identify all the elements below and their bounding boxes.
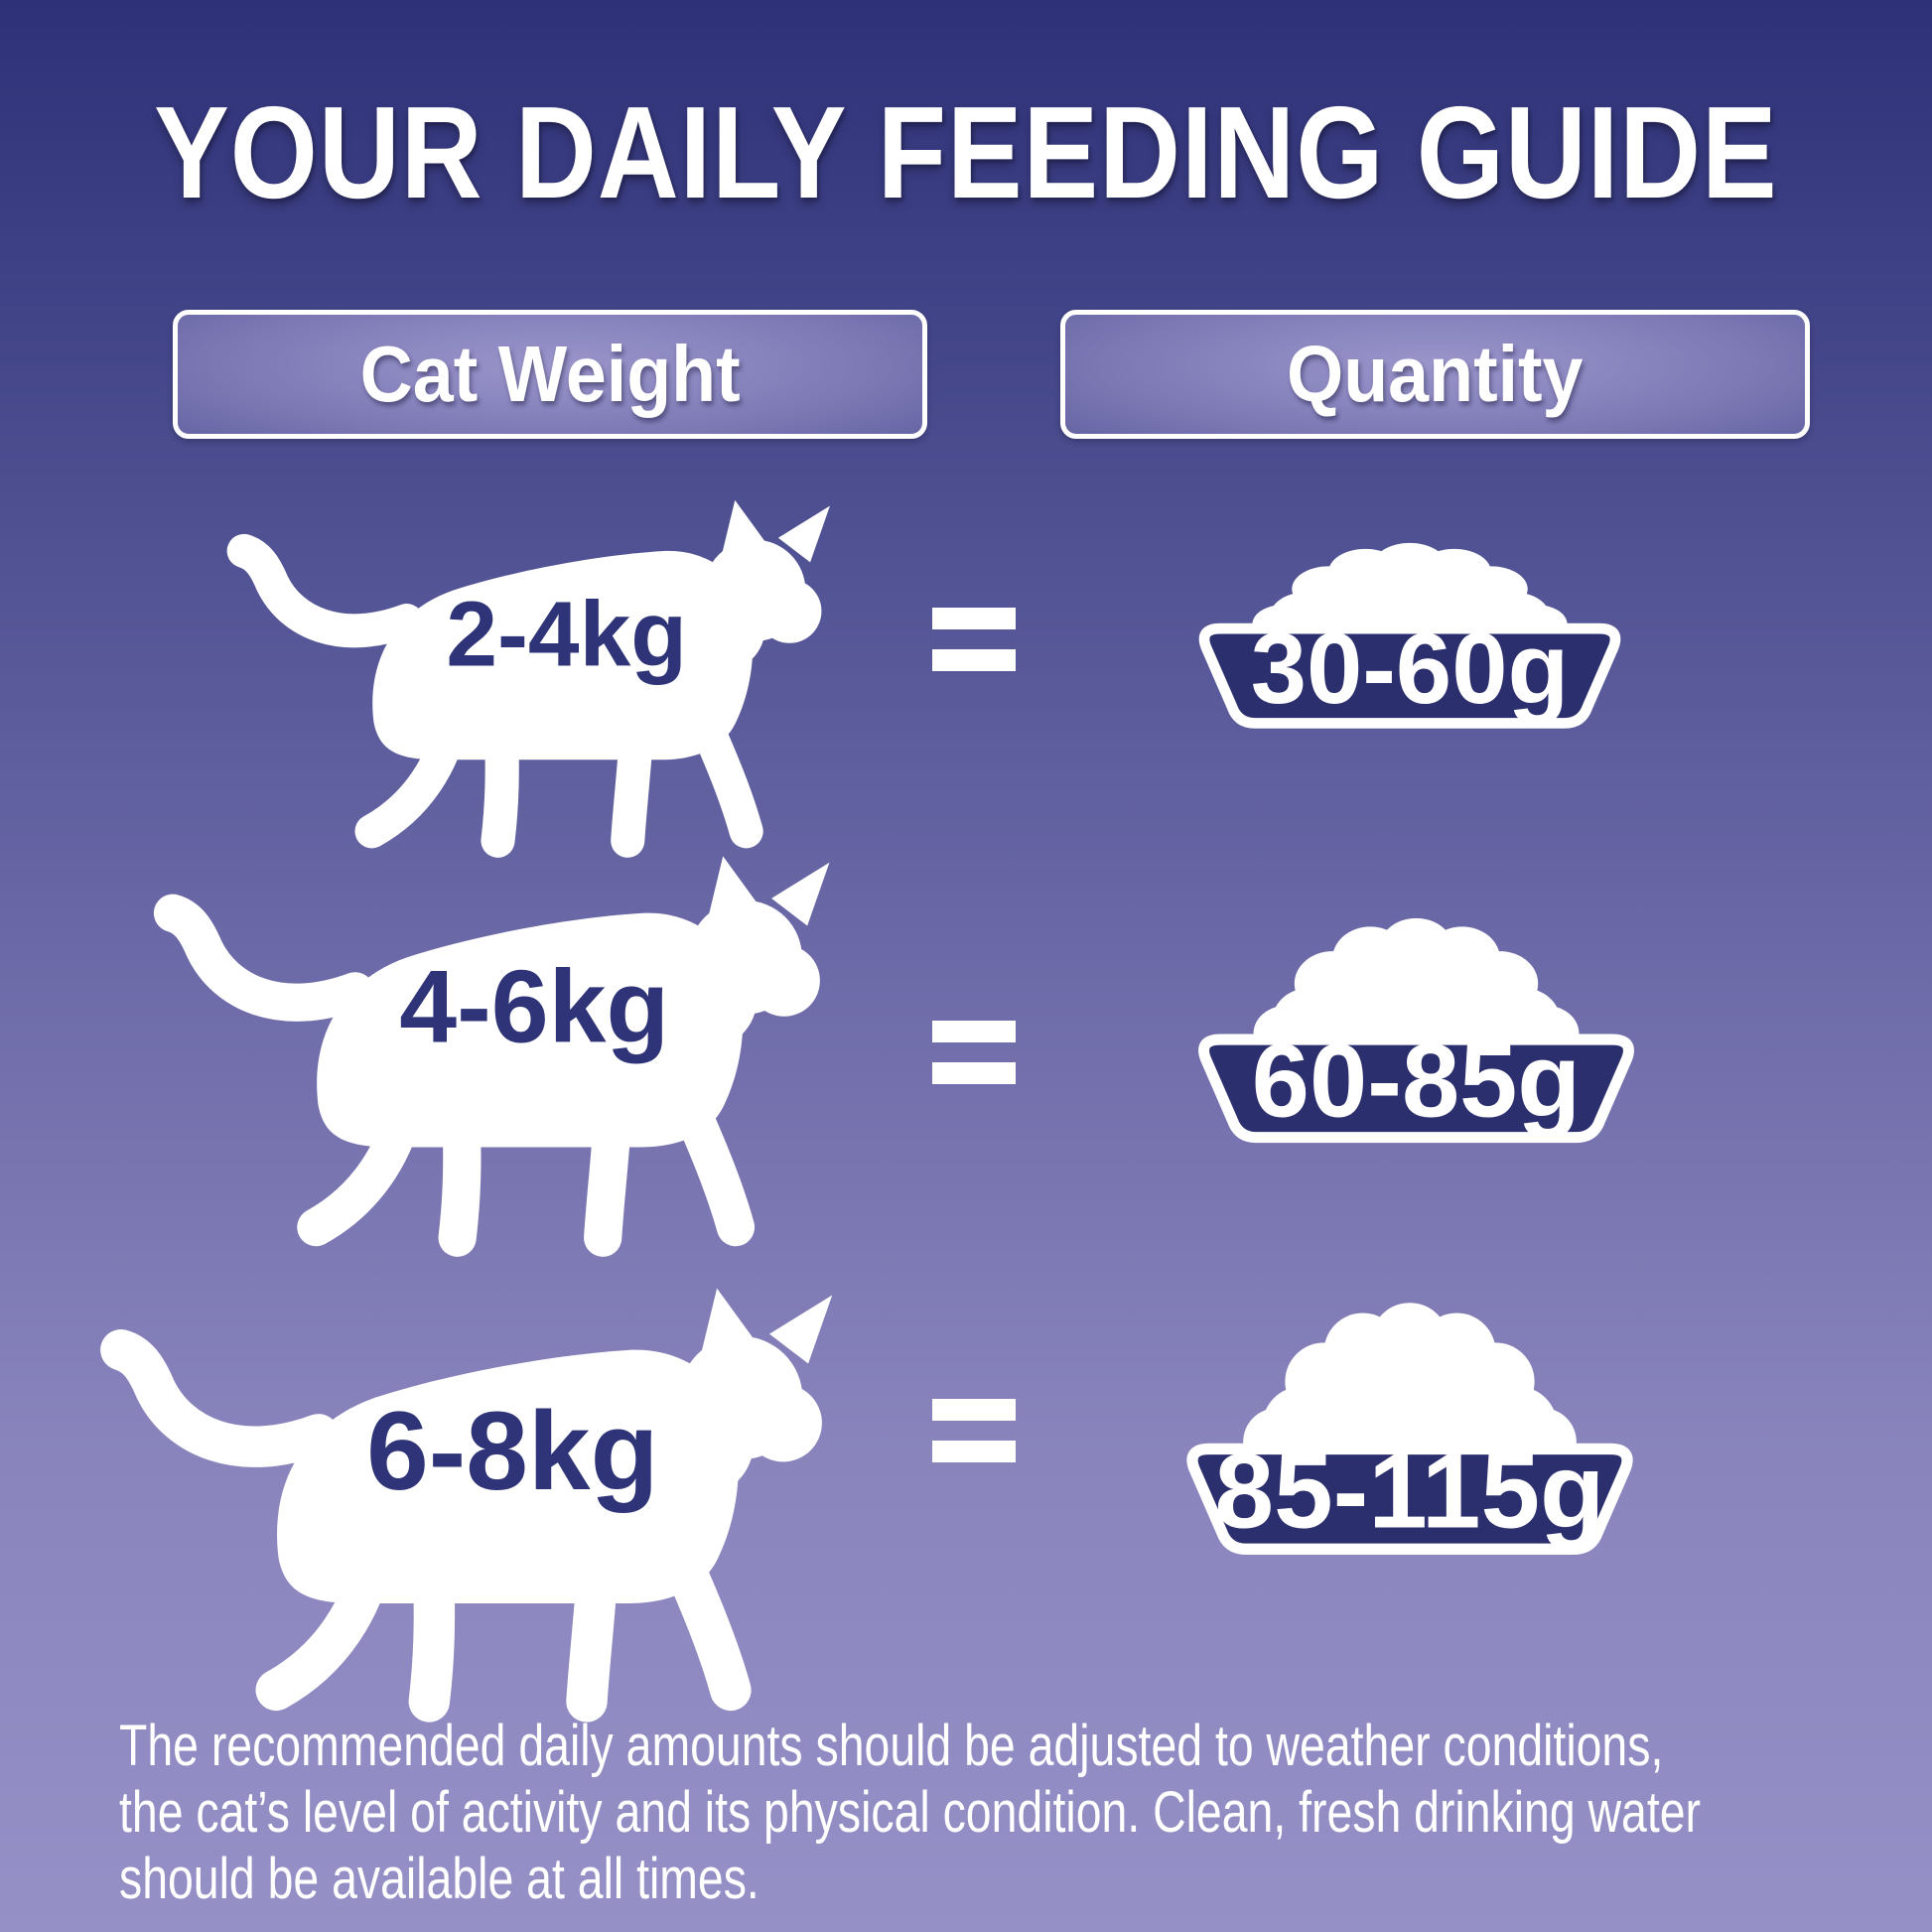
equals-icon: [932, 1021, 1016, 1084]
equals-bar: [932, 1399, 1016, 1421]
equals-bar: [932, 608, 1016, 629]
page-title: YOUR DAILY FEEDING GUIDE: [0, 87, 1932, 218]
cat-silhouette-icon: 4-6kg: [139, 852, 856, 1274]
quantity-label: 85-115g: [1215, 1432, 1605, 1551]
footer-line: the cat’s level of activity and its phys…: [119, 1779, 1702, 1845]
food-bowl-icon: 85-115g: [1144, 1303, 1676, 1572]
cat-weight-label: 6-8kg: [366, 1388, 658, 1513]
equals-bar: [932, 1062, 1016, 1084]
equals-icon: [932, 1399, 1016, 1462]
food-bowl-icon: 30-60g: [1159, 542, 1661, 745]
column-header-cat-weight: Cat Weight: [173, 310, 927, 439]
footer-note: The recommended daily amounts should be …: [119, 1714, 1702, 1913]
quantity-header-label: Quantity: [1287, 330, 1584, 418]
footer-line: should be available at all times.: [119, 1846, 759, 1911]
cat-silhouette-icon: 6-8kg: [84, 1284, 861, 1740]
cat-weight-label: 4-6kg: [399, 949, 669, 1064]
quantity-label: 60-85g: [1252, 1024, 1581, 1140]
equals-bar: [932, 649, 1016, 671]
equals-bar: [932, 1021, 1016, 1042]
cat-weight-label: 2-4kg: [446, 583, 687, 686]
food-bowl-icon: 60-85g: [1157, 917, 1676, 1160]
footer-line: The recommended daily amounts should be …: [119, 1714, 1664, 1778]
cat-silhouette-icon: 2-4kg: [213, 496, 854, 873]
equals-icon: [932, 608, 1016, 671]
column-header-quantity: Quantity: [1060, 310, 1810, 439]
page-title-text: YOUR DAILY FEEDING GUIDE: [154, 79, 1778, 225]
cat-weight-header-label: Cat Weight: [359, 330, 741, 418]
equals-bar: [932, 1441, 1016, 1462]
quantity-label: 30-60g: [1251, 613, 1570, 725]
